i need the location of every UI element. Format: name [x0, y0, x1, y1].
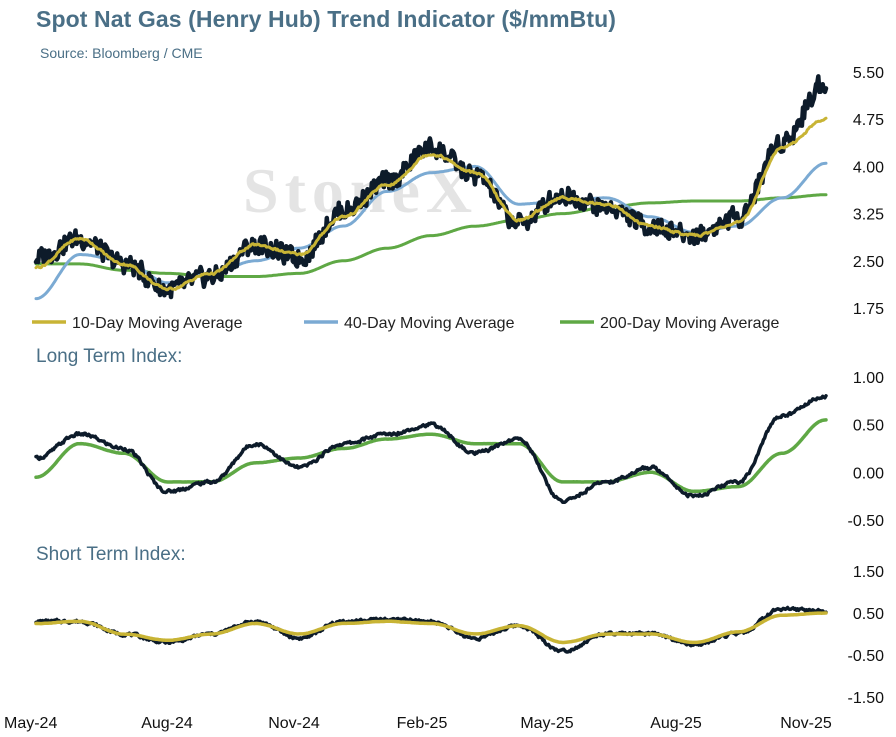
x-tick-label: May-25: [520, 715, 573, 732]
long-term-panel: [34, 394, 828, 505]
ma10-line: [34, 116, 828, 292]
x-tick-label: Feb-25: [397, 715, 448, 732]
short-term-index-line: [34, 605, 828, 654]
y-tick-label: 2.50: [853, 254, 884, 271]
y-tick-label: 3.25: [853, 207, 884, 224]
y-tick-label: 5.50: [853, 65, 884, 82]
spot-price-line: [33, 74, 829, 300]
chart-title: Spot Nat Gas (Henry Hub) Trend Indicator…: [36, 6, 617, 32]
legend-label: 40-Day Moving Average: [344, 315, 515, 332]
x-tick-label: Aug-25: [650, 715, 702, 732]
long-term-index-label: Long Term Index:: [36, 346, 183, 367]
y-tick-label: 0.50: [853, 418, 884, 435]
price-panel: [33, 74, 829, 301]
ma200-line: [34, 193, 828, 278]
short-term-signal-line: [34, 611, 828, 645]
y-tick-label: 1.50: [853, 564, 884, 581]
x-tick-label: Aug-24: [141, 715, 193, 732]
y-tick-label: -0.50: [848, 648, 885, 665]
y-tick-label: 0.00: [853, 465, 884, 482]
x-tick-label: Nov-24: [268, 715, 320, 732]
y-axis-ticks: 5.50 4.75 4.00 3.25 2.50 1.75 1.00 0.50 0.00 -0.5…: [848, 65, 885, 707]
legend-label: 10-Day Moving Average: [72, 315, 243, 332]
y-tick-label: -0.50: [848, 513, 885, 530]
short-term-panel: [34, 605, 828, 654]
y-tick-label: 4.00: [853, 159, 884, 176]
long-term-signal-line: [34, 418, 828, 494]
long-term-index-line: [34, 394, 828, 505]
chart-source: Source: Bloomberg / CME: [40, 45, 203, 61]
y-tick-label: 0.50: [853, 606, 884, 623]
x-tick-label: Nov-25: [780, 715, 832, 732]
stonex-watermark: StoneX: [243, 155, 478, 226]
short-term-index-label: Short Term Index:: [36, 544, 186, 565]
y-tick-label: 4.75: [853, 112, 884, 129]
y-tick-label: 1.75: [853, 301, 884, 318]
y-tick-label: 1.00: [853, 370, 884, 387]
legend: 10-Day Moving Average 40-Day Moving Avera…: [32, 315, 779, 332]
y-tick-label: -1.50: [848, 690, 885, 707]
x-tick-label: May-24: [4, 715, 57, 732]
legend-label: 200-Day Moving Average: [600, 315, 779, 332]
x-axis-ticks: May-24 Aug-24 Nov-24 Feb-25 May-25 Aug-25 Nov-…: [4, 715, 832, 732]
